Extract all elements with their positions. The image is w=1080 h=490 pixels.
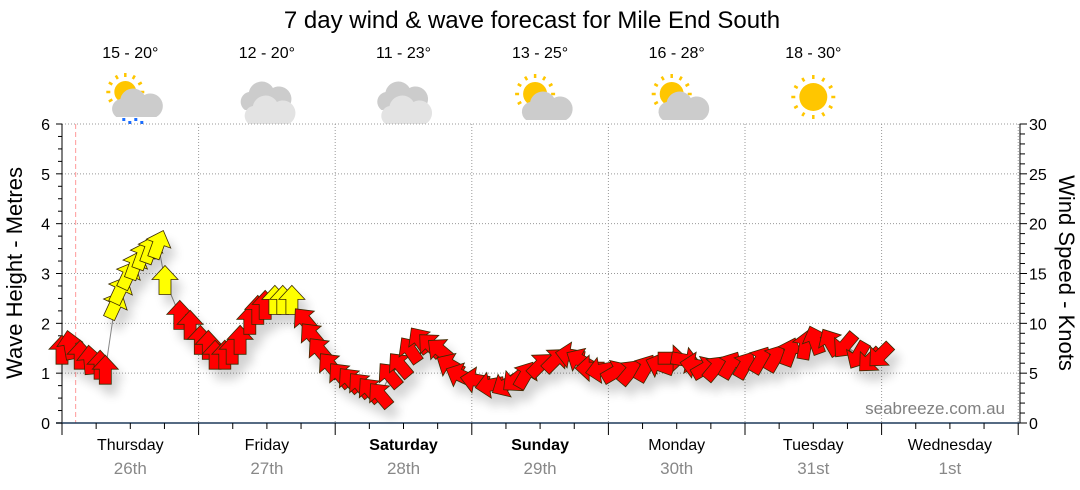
rain-drop	[128, 121, 132, 124]
sun-ray	[793, 84, 799, 90]
right-tick-label: 30	[1029, 117, 1047, 134]
partly-cloudy-icon	[515, 74, 573, 120]
date-label: 31st	[797, 459, 829, 478]
left-tick-label: 0	[41, 416, 50, 433]
right-tick-label: 15	[1029, 267, 1047, 284]
daily-forecast: 15 - 20° 12 - 20° 11 - 23° 13 - 25° 16 - 28°…	[102, 45, 841, 124]
sun-ray	[108, 98, 113, 103]
rain-drop	[134, 118, 138, 121]
date-label: 1st	[939, 459, 962, 478]
sun-ray	[653, 100, 659, 106]
left-tick-label: 1	[41, 366, 50, 383]
cloudy-icon	[377, 81, 433, 124]
date-label: 27th	[250, 459, 283, 478]
temperature-range: 11 - 23°	[376, 45, 431, 62]
day-label: Thursday	[97, 437, 164, 454]
right-tick-label: 10	[1029, 316, 1047, 333]
temperature-range: 15 - 20°	[102, 45, 158, 62]
forecast-day: 15 - 20°	[102, 45, 163, 124]
temperature-range: 13 - 25°	[512, 45, 568, 62]
temperature-range: 16 - 28°	[649, 45, 705, 62]
sun-ray	[653, 82, 659, 88]
wind-arrow	[369, 383, 395, 411]
wind-arrow	[151, 264, 179, 295]
left-tick-label: 2	[41, 316, 50, 333]
sun-ray	[793, 104, 799, 110]
wind-arrow	[277, 284, 306, 315]
right-tick-label: 5	[1029, 366, 1038, 383]
date-label: 28th	[387, 459, 420, 478]
sun-ray	[821, 111, 826, 117]
axes: 0 1 2 3 4 5 6 0 5 10 15 20 25 30 Thursday 26th Friday 27t…	[41, 117, 1047, 478]
cloud-shape	[381, 95, 433, 124]
sun-ray	[524, 76, 529, 81]
forecast-day: 12 - 20°	[239, 45, 296, 124]
watermark: seabreeze.com.au	[865, 399, 1005, 418]
right-tick-label: 25	[1029, 167, 1047, 184]
sun-ray	[548, 82, 554, 88]
forecast-day: 18 - 30°	[785, 45, 841, 119]
wind-arrow	[91, 354, 120, 385]
temperature-range: 18 - 30°	[785, 45, 841, 62]
sun-ray	[828, 104, 833, 110]
right-tick-label: 0	[1029, 416, 1038, 433]
left-tick-label: 4	[41, 217, 50, 234]
sun-ray	[828, 84, 833, 90]
left-tick-label: 6	[41, 117, 50, 134]
sun-ray	[684, 82, 690, 88]
sun-ray	[131, 74, 136, 80]
rain-partly-cloudy-icon	[106, 73, 163, 124]
rain-drop	[140, 121, 144, 124]
forecast-day: 11 - 23°	[376, 45, 433, 124]
rain-drop	[122, 118, 126, 121]
wind-arrow	[194, 329, 223, 360]
left-axis-title: Wave Height - Metres	[2, 167, 27, 379]
cloud-shape	[658, 91, 710, 120]
sun-ray	[517, 100, 522, 106]
right-tick-label: 20	[1029, 217, 1047, 234]
date-label: 26th	[114, 459, 147, 478]
wind-arrows	[48, 229, 896, 411]
sun-disc	[799, 83, 828, 111]
day-label: Wednesday	[908, 437, 992, 454]
date-label: 29th	[524, 459, 557, 478]
cloud-shape	[244, 95, 296, 124]
sun-ray	[801, 111, 806, 117]
sun-ray	[114, 74, 119, 80]
cloud-shape	[112, 88, 163, 117]
wind-arrow	[145, 229, 172, 261]
wind-arrow	[869, 340, 896, 367]
sunny-icon	[791, 75, 836, 119]
cloud-shape	[521, 91, 573, 120]
sun-ray	[137, 81, 143, 86]
partly-cloudy-icon	[651, 74, 710, 120]
forecast-day: 13 - 25°	[512, 45, 573, 120]
forecast-day: 16 - 28°	[649, 45, 710, 120]
grid-lines	[62, 123, 1020, 423]
day-label: Sunday	[511, 437, 569, 454]
cloudy-icon	[240, 81, 296, 124]
sun-ray	[801, 77, 806, 83]
chart-title: 7 day wind & wave forecast for Mile End …	[284, 7, 780, 34]
left-tick-label: 5	[41, 167, 50, 184]
temperature-range: 12 - 20°	[239, 45, 295, 62]
day-label: Monday	[648, 437, 705, 454]
day-label: Friday	[245, 437, 289, 454]
right-axis-title: Wind Speed - Knots	[1054, 175, 1079, 371]
left-tick-label: 3	[41, 267, 50, 284]
sun-ray	[108, 81, 113, 86]
day-label: Tuesday	[783, 437, 844, 454]
sun-ray	[821, 77, 826, 83]
day-label: Saturday	[369, 437, 438, 454]
sun-ray	[542, 76, 547, 81]
date-label: 30th	[660, 459, 693, 478]
sun-ray	[660, 76, 665, 81]
sun-ray	[517, 82, 522, 88]
sun-ray	[678, 76, 683, 81]
